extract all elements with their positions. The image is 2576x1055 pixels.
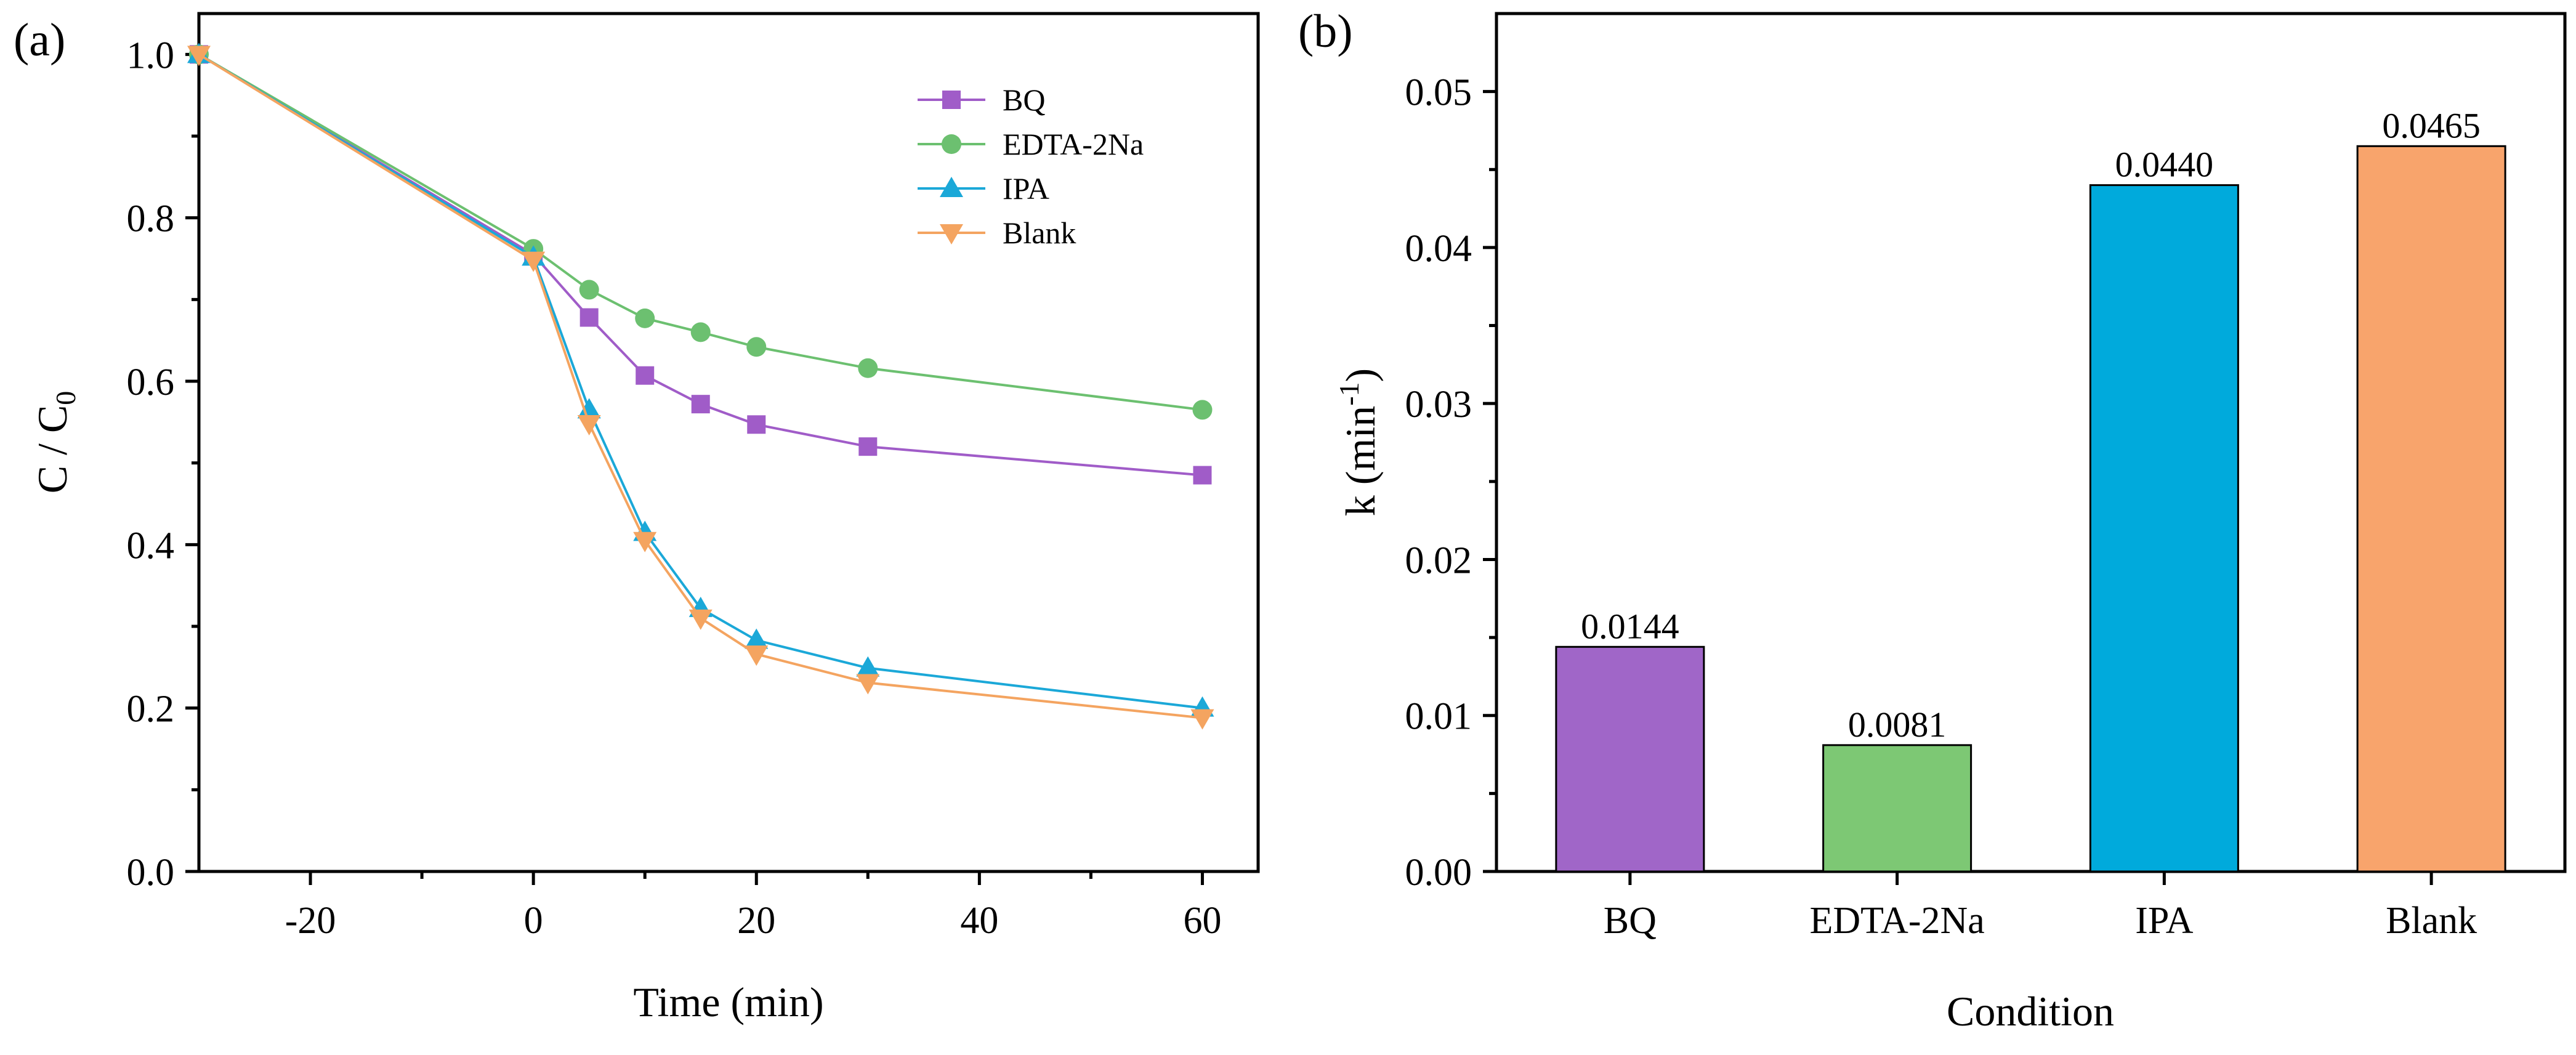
data-point-blank <box>688 609 713 630</box>
panel-a-legend: BQ EDTA-2Na IPA Blank <box>918 83 1144 250</box>
data-point-edta-2na <box>635 308 655 328</box>
panel-a-x-tick-label: 60 <box>1183 900 1221 942</box>
panel-b-y-axis-title: k (min-1) <box>1333 368 1384 516</box>
category-label-blank: Blank <box>2386 900 2477 942</box>
panel-b-y-tick-label: 0.01 <box>1405 696 1472 738</box>
panel-a-y-tick-label: 0.2 <box>127 689 175 730</box>
panel-a-y-axis: 0.0 0.2 0.4 0.6 0.8 1.0 <box>127 34 199 894</box>
panel-b-bar-chart: (b) 0.00 0.01 0.02 0.03 0.04 0.05 0.0144 0.008… <box>1298 6 2567 1035</box>
panel-a-x-tick-label: 0 <box>524 900 543 942</box>
panel-b-y-tick-label: 0.02 <box>1405 540 1472 581</box>
data-point-edta-2na <box>746 337 767 357</box>
panel-b-x-axis-title: Condition <box>1947 988 2114 1035</box>
panel-b-y-tick-label: 0.05 <box>1405 72 1472 114</box>
bar-edta-2na <box>1822 744 1972 873</box>
panel-b-y-axis: 0.00 0.01 0.02 0.03 0.04 0.05 <box>1405 72 1496 894</box>
data-point-edta-2na <box>858 358 878 378</box>
bar-value-label-blank: 0.0465 <box>2382 105 2481 145</box>
series-bq <box>190 45 1212 485</box>
panel-a-plot-frame <box>197 12 1260 873</box>
panel-b-y-axis-title-end: ) <box>1337 368 1384 382</box>
legend-marker-bq <box>942 91 961 109</box>
series-blank <box>187 46 1214 730</box>
bar-bq <box>1555 645 1705 873</box>
panel-a-y-tick-label: 0.0 <box>127 852 175 894</box>
data-point-edta-2na <box>690 322 711 342</box>
panel-a-y-axis-title: C / C0 <box>29 391 81 494</box>
data-point-ipa <box>577 398 601 419</box>
data-point-blank <box>187 46 211 67</box>
bar-value-label-ipa: 0.0440 <box>2115 145 2214 185</box>
data-point-edta-2na <box>579 280 599 300</box>
panel-a-series <box>187 42 1214 730</box>
data-point-edta-2na <box>1192 400 1213 420</box>
panel-b-y-axis-title-sup: -1 <box>1333 382 1365 405</box>
data-point-blank <box>633 532 657 552</box>
legend-entry-edta-2na: EDTA-2Na <box>918 127 1144 161</box>
data-point-bq <box>691 395 710 414</box>
panel-b-y-tick-label: 0.03 <box>1405 384 1472 426</box>
data-point-blank <box>856 674 880 695</box>
category-label-ipa: IPA <box>2135 900 2193 942</box>
panel-a-y-tick-label: 0.6 <box>127 362 175 403</box>
data-point-bq <box>636 366 655 385</box>
bar-blank <box>2356 145 2506 873</box>
legend-label-ipa: IPA <box>1003 171 1049 206</box>
legend-marker-edta-2na <box>942 134 961 154</box>
data-point-blank <box>1190 709 1214 730</box>
series-line-blank <box>198 53 1203 719</box>
legend-entry-blank: Blank <box>918 216 1076 250</box>
panel-b-plot-frame <box>1495 12 2567 873</box>
panel-a-x-axis: -20 0 20 40 60 <box>285 871 1221 942</box>
panel-a-y-tick-label: 0.8 <box>127 198 175 240</box>
legend-label-bq: BQ <box>1003 83 1045 117</box>
data-point-bq <box>1193 466 1212 485</box>
series-line-ipa <box>198 53 1203 709</box>
panel-b-label: (b) <box>1298 6 1353 57</box>
panel-b-y-tick-label: 0.04 <box>1405 228 1472 270</box>
panel-a-x-tick-label: 20 <box>737 900 775 942</box>
bar-value-label-bq: 0.0144 <box>1581 606 1679 646</box>
panel-a-y-tick-label: 0.4 <box>127 525 175 567</box>
panel-b-x-axis: BQ EDTA-2Na IPA Blank <box>1604 871 2477 942</box>
bar-ipa <box>2089 184 2239 873</box>
panel-a-x-tick-label: 40 <box>960 900 998 942</box>
category-label-bq: BQ <box>1604 900 1657 942</box>
data-point-blank <box>745 645 769 666</box>
legend-label-edta-2na: EDTA-2Na <box>1003 127 1144 161</box>
data-point-bq <box>858 437 878 456</box>
data-point-bq <box>579 308 599 327</box>
data-point-blank <box>577 414 601 435</box>
data-point-blank <box>522 251 546 272</box>
panel-a-label: (a) <box>14 14 65 66</box>
legend-marker-blank <box>940 224 963 245</box>
data-point-bq <box>747 415 766 434</box>
panel-a-y-axis-title-sub: 0 <box>50 391 81 405</box>
panel-b-y-tick-label: 0.00 <box>1405 852 1472 894</box>
panel-a-x-tick-label: -20 <box>285 900 336 942</box>
bar-value-label-edta-2na: 0.0081 <box>1848 705 1947 745</box>
panel-b-bars: 0.0144 0.0081 0.0440 0.0465 <box>1555 105 2506 873</box>
data-point-ipa <box>745 628 769 649</box>
panel-a-line-chart: (a) -20 0 20 40 60 0.0 0.2 0.4 0.6 0.8 1.0 BQ EDTA… <box>14 12 1260 1025</box>
panel-a-y-axis-title-main: C / C <box>29 405 76 494</box>
data-point-ipa <box>856 656 880 677</box>
legend-entry-ipa: IPA <box>918 171 1049 206</box>
panel-a-x-axis-title: Time (min) <box>633 979 823 1025</box>
legend-entry-bq: BQ <box>918 83 1045 117</box>
panel-b-y-axis-title-main: k (min <box>1337 406 1384 516</box>
panel-a-y-tick-label: 1.0 <box>127 34 175 76</box>
legend-label-blank: Blank <box>1003 216 1076 250</box>
legend-marker-ipa <box>940 177 963 197</box>
category-label-edta-2na: EDTA-2Na <box>1809 900 1984 942</box>
